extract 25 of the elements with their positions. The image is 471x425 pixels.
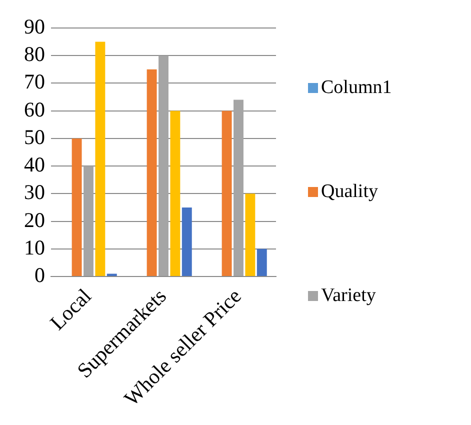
y-tick-label: 50 — [24, 124, 45, 149]
bar — [106, 274, 117, 276]
bar — [234, 100, 244, 276]
bar — [95, 42, 106, 276]
bar — [222, 110, 232, 276]
y-tick-label: 20 — [24, 208, 45, 232]
y-tick-label: 30 — [24, 180, 45, 204]
bar — [170, 110, 180, 276]
y-tick-label: 40 — [24, 152, 45, 177]
y-tick-label: 80 — [24, 42, 45, 66]
legend-label: Column1 — [321, 77, 392, 99]
bar — [72, 138, 82, 276]
legend-label: Quality — [321, 181, 378, 203]
bar — [245, 194, 256, 276]
legend-label: Variety — [321, 285, 376, 307]
bar — [256, 248, 267, 276]
y-tick-label: 90 — [24, 14, 45, 39]
bar — [158, 56, 168, 276]
y-tick-label: 60 — [24, 97, 45, 122]
y-tick-label: 0 — [34, 263, 45, 288]
bar — [182, 207, 192, 276]
bar — [146, 69, 157, 276]
bar — [84, 166, 94, 276]
y-tick-label: 10 — [24, 235, 45, 260]
y-tick-label: 70 — [24, 70, 45, 94]
